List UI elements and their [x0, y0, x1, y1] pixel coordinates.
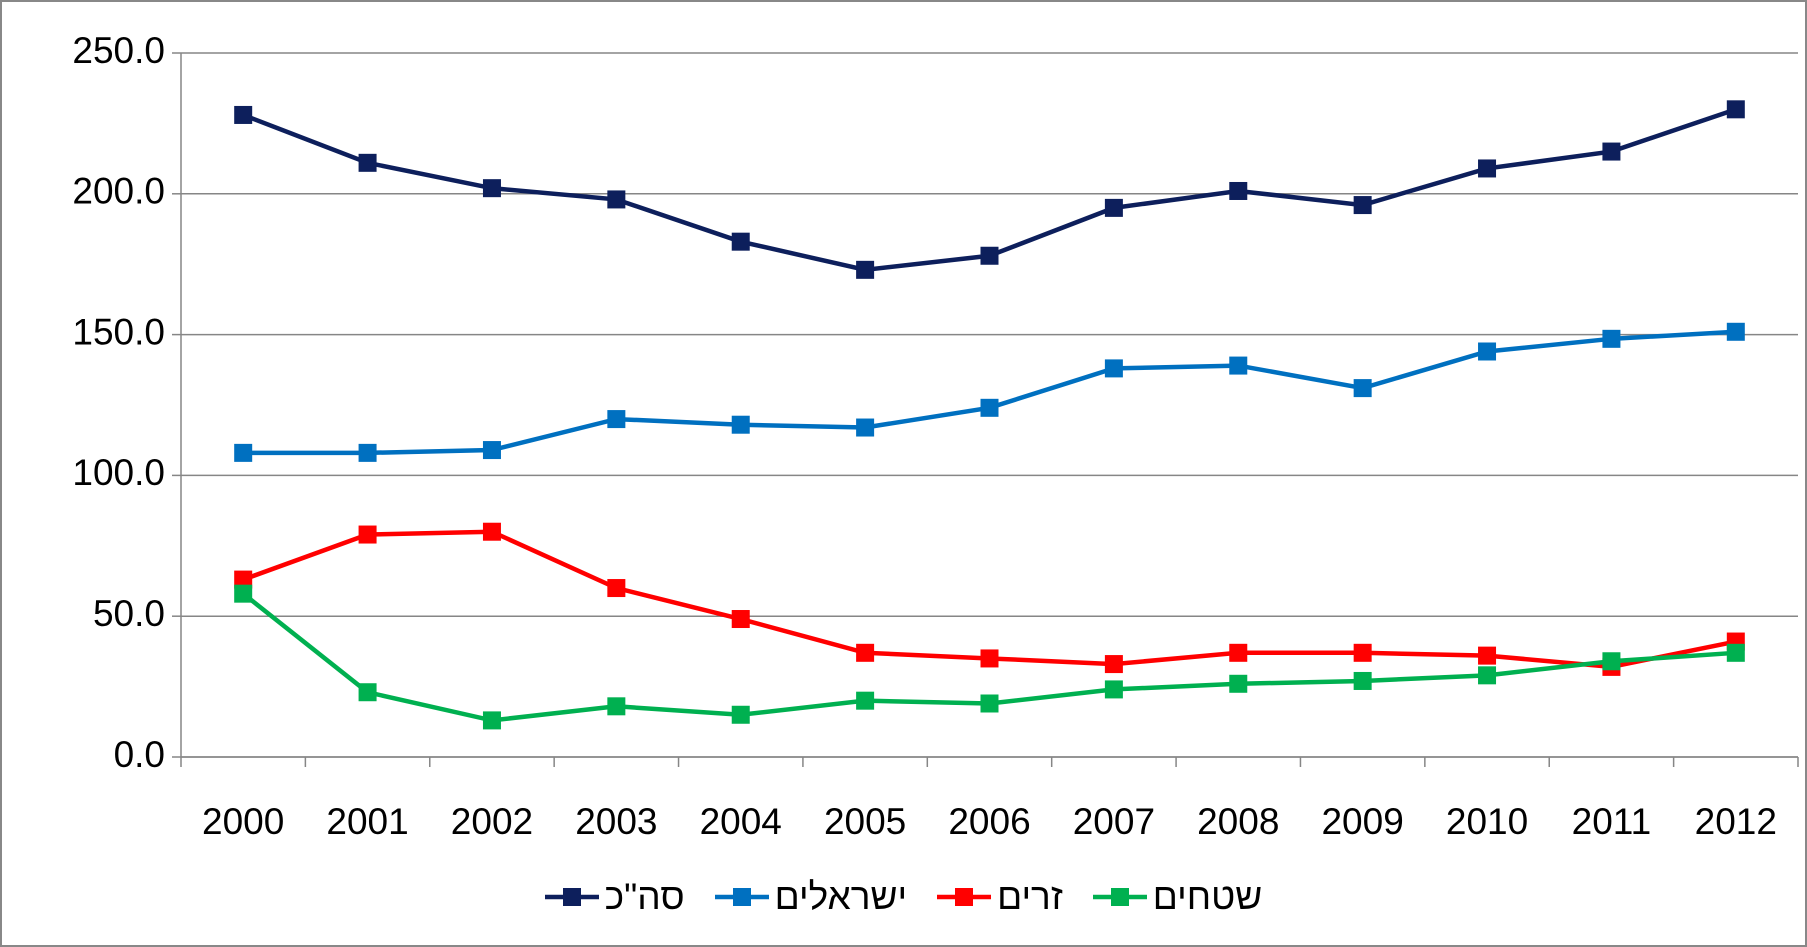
- legend: סה"כ ישראלים זרים שטחים: [0, 876, 1807, 918]
- point-marker: [607, 410, 626, 429]
- legend-marker: [1110, 888, 1129, 906]
- point-marker: [1353, 196, 1372, 215]
- point-marker: [1478, 342, 1497, 361]
- point-marker: [1353, 643, 1372, 662]
- point-marker: [731, 705, 750, 724]
- point-marker: [1478, 159, 1497, 178]
- legend-marker: [732, 888, 751, 906]
- point-marker: [1726, 100, 1745, 119]
- point-marker: [1602, 142, 1621, 161]
- point-marker: [234, 105, 253, 124]
- point-marker: [1478, 646, 1497, 665]
- legend-swatch: [1092, 888, 1147, 906]
- point-marker: [1602, 652, 1621, 671]
- point-marker: [856, 260, 875, 279]
- point-marker: [482, 711, 501, 730]
- point-marker: [1229, 643, 1248, 662]
- x-tick-label: 2000: [202, 801, 284, 842]
- point-marker: [482, 522, 501, 541]
- point-marker: [856, 691, 875, 710]
- point-marker: [358, 683, 377, 702]
- legend-swatch: [937, 888, 992, 906]
- point-marker: [234, 443, 253, 462]
- point-marker: [1104, 680, 1123, 699]
- legend-item: סה"כ: [544, 876, 685, 918]
- point-marker: [980, 246, 999, 265]
- x-tick-label: 2006: [948, 801, 1030, 842]
- y-tick-label: 150.0: [72, 311, 165, 352]
- point-marker: [1104, 198, 1123, 217]
- legend-item: זרים: [937, 876, 1063, 918]
- x-tick-label: 2011: [1572, 801, 1652, 842]
- legend-marker: [955, 888, 974, 906]
- point-marker: [358, 443, 377, 462]
- series-line: [242, 107, 1737, 273]
- legend-swatch: [714, 888, 769, 906]
- x-tick-label: 2010: [1446, 801, 1528, 842]
- point-marker: [1726, 643, 1745, 662]
- x-tick-label: 2003: [575, 801, 657, 842]
- point-marker: [856, 418, 875, 437]
- point-marker: [482, 179, 501, 198]
- point-marker: [731, 610, 750, 629]
- point-marker: [731, 415, 750, 434]
- point-marker: [358, 525, 377, 544]
- x-tick-label: 2002: [451, 801, 533, 842]
- y-tick-label: 50.0: [93, 593, 165, 634]
- x-tick-label: 2001: [326, 801, 408, 842]
- series-line: [242, 529, 1737, 670]
- point-marker: [1104, 359, 1123, 378]
- y-tick-label: 0.0: [114, 734, 165, 775]
- x-tick-label: 2012: [1695, 801, 1777, 842]
- x-tick-label: 2005: [824, 801, 906, 842]
- legend-label: ישראלים: [774, 876, 908, 917]
- y-tick-label: 250.0: [72, 30, 165, 71]
- series-line: [243, 329, 1736, 456]
- legend-label: שטחים: [1152, 876, 1263, 917]
- point-marker: [1353, 379, 1372, 398]
- point-marker: [980, 694, 999, 713]
- y-tick-label: 200.0: [72, 171, 165, 212]
- point-marker: [607, 190, 626, 209]
- point-marker: [607, 697, 626, 716]
- point-marker: [1229, 356, 1248, 375]
- point-marker: [234, 584, 253, 603]
- x-tick-label: 2004: [700, 801, 782, 842]
- point-marker: [607, 579, 626, 598]
- point-marker: [358, 153, 377, 172]
- point-marker: [1104, 655, 1123, 674]
- legend-item: שטחים: [1092, 876, 1263, 918]
- point-marker: [234, 570, 253, 589]
- legend-swatch: [544, 888, 599, 906]
- legend-item: ישראלים: [714, 876, 908, 918]
- legend-label: סה"כ: [604, 876, 685, 917]
- point-marker: [731, 232, 750, 251]
- legend-marker: [562, 888, 581, 906]
- point-marker: [1229, 674, 1248, 693]
- point-marker: [1726, 322, 1745, 341]
- point-marker: [980, 398, 999, 417]
- point-marker: [1602, 329, 1621, 348]
- point-marker: [482, 441, 501, 460]
- point-marker: [1353, 671, 1372, 690]
- y-tick-label: 100.0: [72, 452, 165, 493]
- point-marker: [856, 643, 875, 662]
- point-marker: [1478, 666, 1497, 685]
- point-marker: [1229, 181, 1248, 200]
- x-tick-label: 2007: [1073, 801, 1155, 842]
- point-marker: [980, 649, 999, 668]
- legend-label: זרים: [997, 876, 1063, 917]
- x-tick-label: 2009: [1321, 801, 1403, 842]
- x-tick-label: 2008: [1197, 801, 1279, 842]
